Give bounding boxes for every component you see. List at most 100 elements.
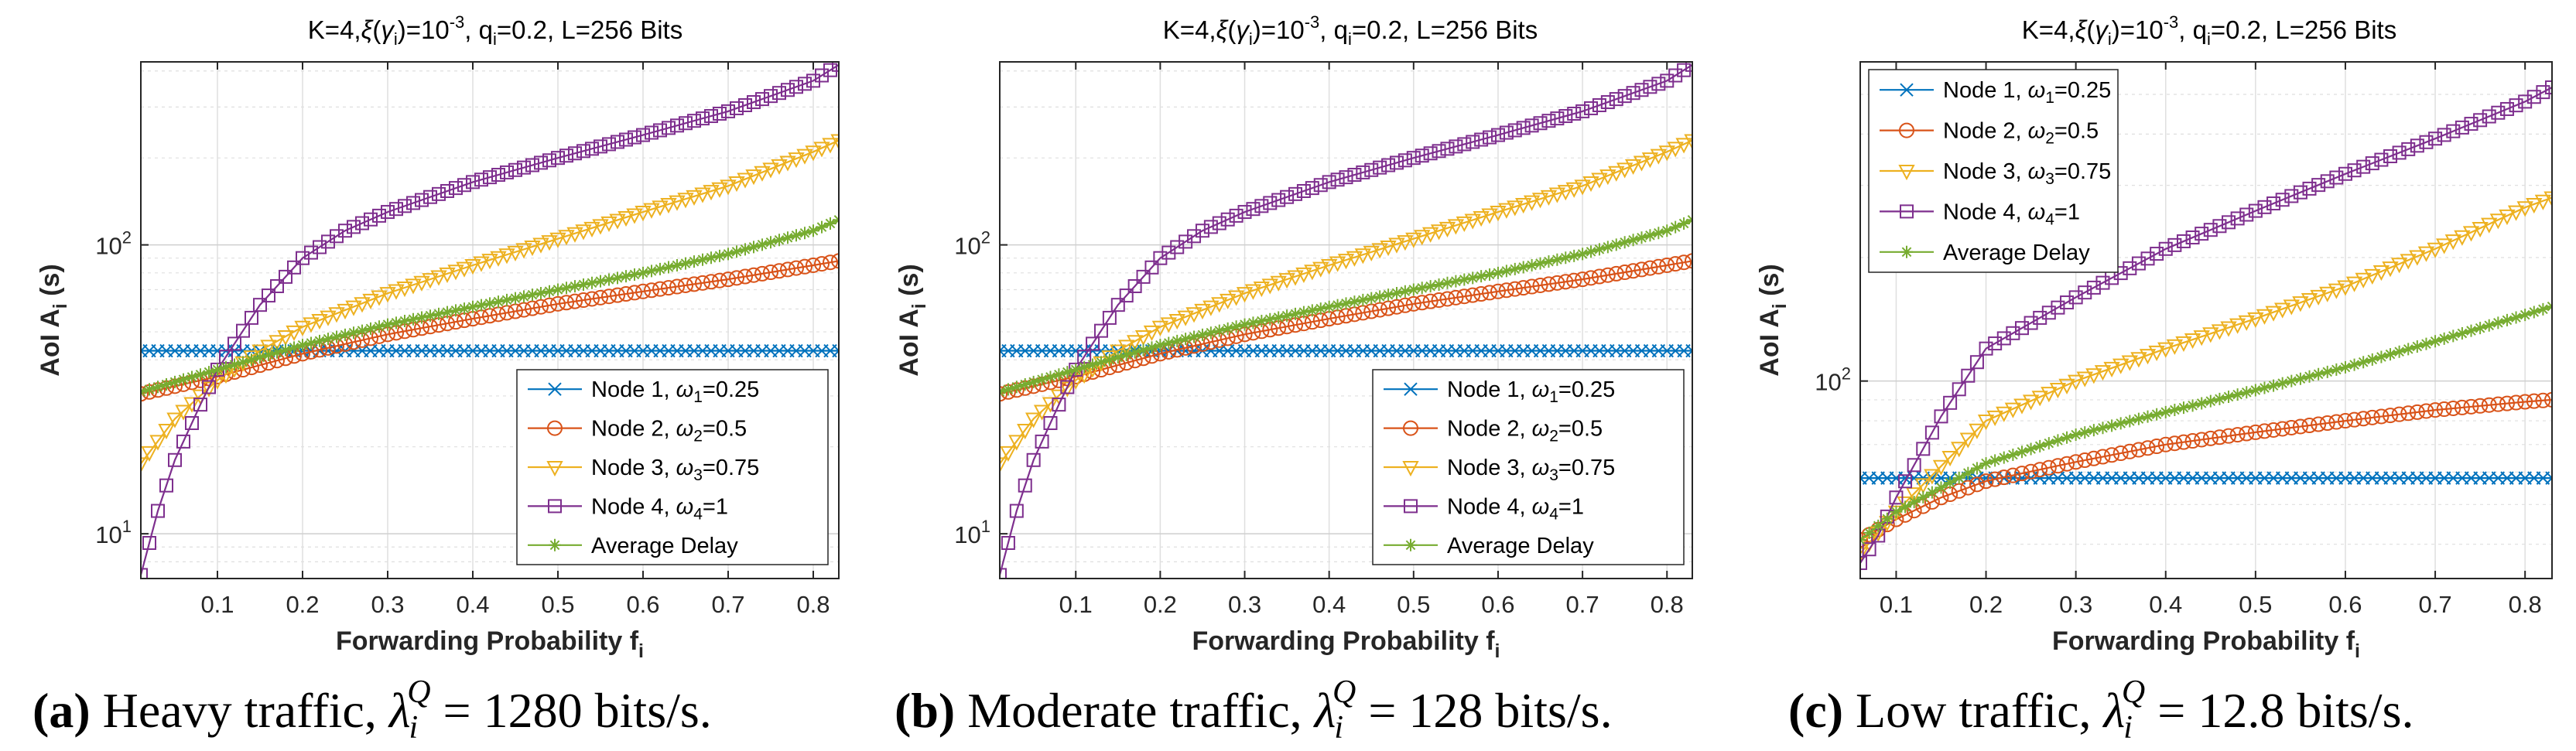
data-point	[1287, 270, 1304, 286]
legend-marker	[1402, 461, 1419, 477]
data-point	[1373, 160, 1387, 175]
data-point	[628, 268, 641, 281]
data-point	[2157, 342, 2174, 358]
data-point	[2085, 450, 2102, 466]
data-point	[1305, 181, 1319, 196]
data-point	[1348, 295, 1361, 309]
data-point	[1532, 277, 1548, 293]
x-axis-label: Forwarding Probability fi	[1192, 626, 1500, 662]
data-point	[1951, 442, 1968, 458]
data-point	[559, 148, 573, 163]
data-point	[270, 278, 284, 293]
data-point	[296, 339, 309, 352]
data-point	[228, 358, 241, 371]
data-point	[2013, 466, 2030, 482]
data-point	[2337, 280, 2354, 296]
data-point	[2051, 300, 2065, 315]
data-point	[1397, 153, 1412, 168]
data-point	[2266, 422, 2282, 438]
data-point	[814, 256, 830, 272]
data-point	[1001, 383, 1014, 396]
legend: Node 1, ω1=0.25 Node 2, ω2=0.5 Node 3, ω3=…	[1372, 369, 1685, 565]
data-point	[518, 290, 530, 303]
data-point	[430, 270, 447, 286]
data-point	[2284, 419, 2300, 435]
data-point	[756, 238, 768, 251]
data-point	[2096, 422, 2109, 435]
data-point	[2077, 452, 2093, 469]
data-point	[729, 270, 744, 286]
data-point	[2392, 145, 2407, 160]
data-point	[661, 280, 676, 296]
x-tick-label: 0.5	[1397, 591, 1430, 618]
data-point	[475, 299, 487, 312]
data-point	[1432, 144, 1446, 159]
data-point	[1406, 151, 1421, 166]
data-point	[1052, 368, 1066, 381]
data-point	[2355, 272, 2372, 288]
data-point	[1585, 245, 1598, 258]
legend-label: Node 2, ω2=0.5	[1447, 417, 1603, 445]
data-point	[1430, 224, 1448, 241]
data-point	[669, 195, 686, 211]
data-point	[515, 243, 532, 259]
data-point	[1575, 104, 1590, 118]
caption-3: (c) Low traffic, λiQ = 12.8 bits/s.	[1788, 674, 2414, 746]
data-point	[1449, 139, 1463, 154]
data-point	[237, 356, 249, 369]
data-point	[1094, 356, 1107, 369]
data-point	[2240, 386, 2253, 399]
data-point	[169, 375, 181, 388]
data-point	[782, 231, 794, 244]
data-point	[2319, 415, 2335, 432]
data-point	[2005, 467, 2021, 483]
data-point	[671, 259, 683, 272]
data-point	[550, 295, 566, 312]
data-point	[1466, 271, 1480, 285]
data-point	[2519, 309, 2532, 322]
data-point	[220, 360, 232, 374]
data-point	[2193, 330, 2210, 346]
data-point	[328, 307, 345, 323]
data-point	[1548, 187, 1566, 203]
data-point	[303, 317, 320, 333]
data-point	[2131, 256, 2146, 271]
data-point	[1651, 77, 1666, 91]
data-point	[194, 368, 207, 381]
data-point	[1525, 259, 1538, 272]
data-point	[746, 267, 761, 283]
data-point	[1541, 276, 1557, 292]
data-point	[696, 253, 709, 266]
data-point	[2203, 223, 2218, 237]
data-point	[645, 265, 658, 278]
data-point	[1977, 415, 1995, 431]
data-point	[575, 224, 592, 241]
data-point	[687, 114, 701, 128]
data-point	[1120, 348, 1133, 361]
data-point	[432, 186, 446, 201]
data-point	[832, 343, 839, 358]
data-point	[1677, 63, 1692, 77]
data-point	[2157, 436, 2174, 452]
data-point	[1508, 262, 1521, 275]
data-point	[2337, 413, 2353, 429]
data-point	[1943, 395, 1958, 410]
data-point	[1592, 243, 1606, 256]
data-point	[2202, 430, 2219, 446]
data-point	[1000, 445, 1017, 463]
data-point	[797, 258, 812, 275]
data-point	[2049, 382, 2067, 399]
data-point	[813, 142, 830, 158]
data-point	[311, 313, 328, 330]
caption-2: (b) Moderate traffic, λiQ = 128 bits/s.	[895, 674, 1613, 746]
x-tick-label: 0.6	[626, 591, 659, 618]
data-point	[603, 273, 615, 286]
data-point	[2058, 378, 2075, 394]
data-point	[1289, 307, 1302, 320]
data-point	[533, 299, 549, 315]
data-point	[1634, 83, 1649, 97]
legend-label: Average Delay	[1943, 241, 2090, 265]
data-point	[1305, 304, 1319, 317]
data-point	[2489, 213, 2507, 230]
legend-item: Node 2, ω2=0.5	[528, 417, 747, 445]
